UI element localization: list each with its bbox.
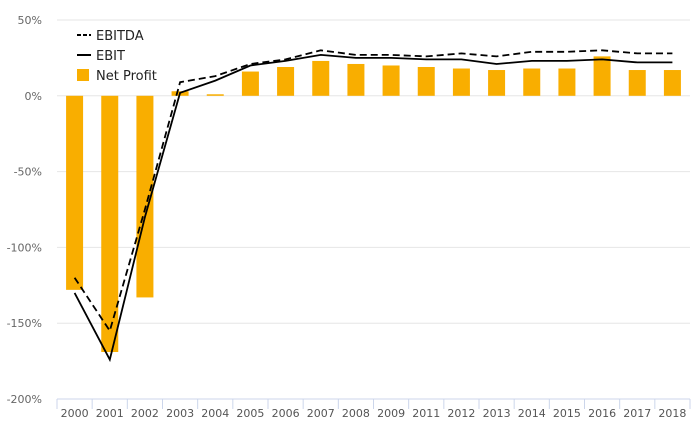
bar-net-profit-2014: [523, 68, 541, 96]
x-tick-label: 2014: [518, 407, 546, 420]
y-tick-label: -50%: [14, 166, 42, 179]
x-tick-label: 2004: [201, 407, 229, 420]
line-ebit: [73, 53, 673, 363]
bar-net-profit-2001: [101, 95, 119, 353]
bar-net-profit-2005: [241, 71, 259, 96]
x-tick-label: 2000: [61, 407, 89, 420]
x-axis: 2000 2001 2002 2003 2004 2005 2006 2007 2008 2009…: [56, 398, 691, 420]
bar-net-profit-2002: [136, 95, 154, 298]
bar-net-profit-2007: [312, 60, 330, 96]
bar-net-profit-2016: [593, 56, 611, 96]
y-tick-label: -150%: [7, 317, 42, 330]
bar-net-profit-2017: [628, 70, 646, 96]
bar-net-profit-2015: [558, 68, 576, 96]
bar-net-profit-2009: [382, 65, 400, 96]
line-ebitda: [73, 49, 673, 333]
legend-label-ebitda: EBITDA: [96, 29, 144, 44]
legend-label-ebit: EBIT: [96, 49, 125, 64]
bar-series-net-profit: [66, 56, 681, 353]
legend-symbol-net-profit: [77, 69, 89, 81]
bar-net-profit-2011: [417, 66, 435, 96]
x-tick-label: 2017: [623, 407, 651, 420]
bar-net-profit-2018: [663, 70, 681, 96]
x-tick-label: 2008: [342, 407, 370, 420]
bar-net-profit-2006: [277, 66, 295, 96]
x-tick-label: 2016: [588, 407, 616, 420]
bar-net-profit-2012: [452, 68, 470, 96]
x-tick-label: 2001: [96, 407, 124, 420]
legend: EBITDA EBIT Net Profit: [77, 29, 157, 84]
y-tick-label: -100%: [7, 241, 42, 254]
y-tick-label: -200%: [7, 393, 42, 406]
x-tick-label: 2018: [658, 407, 686, 420]
x-tick-label: 2007: [307, 407, 335, 420]
x-tick-label: 2003: [166, 407, 194, 420]
bar-net-profit-2004: [206, 94, 224, 96]
x-tick-label: 2015: [553, 407, 581, 420]
bar-net-profit-2008: [347, 63, 365, 96]
y-tick-label: 50%: [18, 14, 42, 27]
x-tick-label: 2006: [272, 407, 300, 420]
x-tick-label: 2005: [236, 407, 264, 420]
bar-net-profit-2013: [488, 70, 506, 96]
y-axis: -200% -150% -100% -50% 0% 50%: [7, 14, 42, 406]
x-tick-label: 2012: [447, 407, 475, 420]
x-tick-label: 2011: [412, 407, 440, 420]
bar-net-profit-2000: [66, 95, 84, 290]
x-tick-label: 2009: [377, 407, 405, 420]
y-tick-label: 0%: [25, 90, 42, 103]
x-tick-label: 2013: [483, 407, 511, 420]
x-tick-label: 2002: [131, 407, 159, 420]
legend-label-net-profit: Net Profit: [96, 69, 157, 84]
line-series: [73, 49, 673, 363]
